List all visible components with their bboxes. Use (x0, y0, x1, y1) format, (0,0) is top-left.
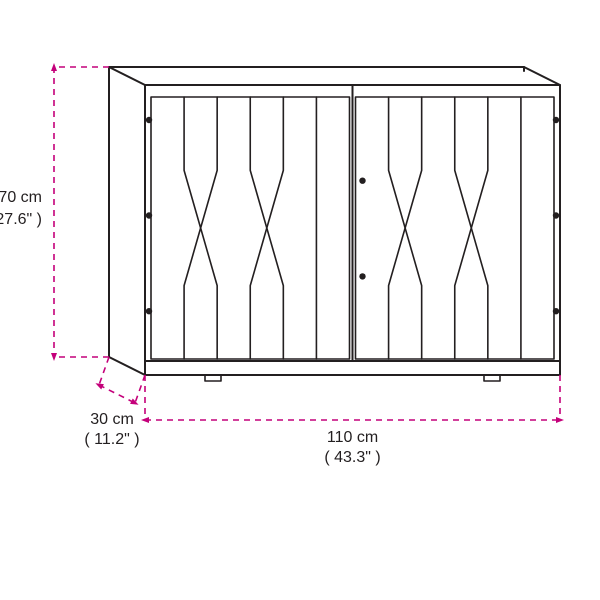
label-width-in: ( 43.3" ) (324, 449, 380, 466)
cabinet-body (109, 67, 560, 381)
panel-left (151, 97, 350, 359)
label-depth-cm: 30 cm (90, 411, 134, 428)
depth-edge-bottom (109, 357, 145, 375)
dim-depth (99, 385, 135, 403)
top-face (109, 67, 560, 85)
label-height-in: ( 27.6" ) (0, 211, 42, 228)
label-depth-in: ( 11.2" ) (84, 431, 139, 448)
panel-right (356, 97, 555, 359)
label-width-cm: 110 cm (327, 429, 378, 446)
furniture-dimension-diagram: 70 cm ( 27.6" ) 110 cm ( 43.3" ) 30 cm ( 11.2… (0, 0, 600, 600)
label-height-cm: 70 cm (0, 189, 42, 206)
